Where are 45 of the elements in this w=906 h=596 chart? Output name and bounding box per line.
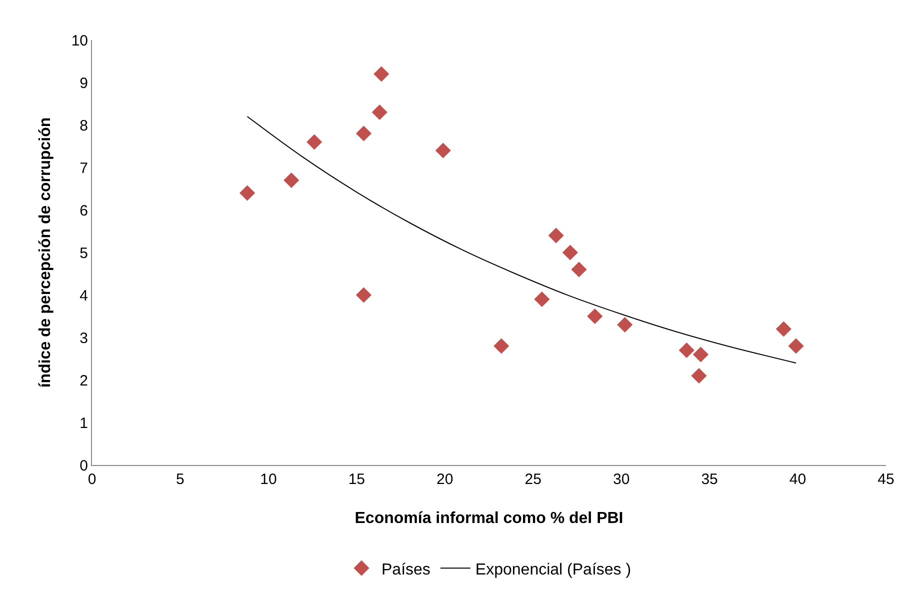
point <box>548 228 564 244</box>
x-tick-label: 30 <box>612 471 630 488</box>
legend-label: Exponencial (Países ) <box>475 561 632 578</box>
point <box>571 262 587 278</box>
x-tick-label: 40 <box>789 471 806 488</box>
y-tick-label: 10 <box>71 32 88 50</box>
point <box>374 66 390 82</box>
x-tick-label: 10 <box>260 471 277 488</box>
y-tick-label: 5 <box>80 244 88 262</box>
point <box>239 185 256 201</box>
y-axis-title: índice de percepción de corrupción <box>37 117 54 388</box>
point <box>356 126 372 142</box>
y-tick-label: 6 <box>80 202 88 220</box>
y-tick-label: 0 <box>80 457 88 474</box>
point <box>435 142 451 158</box>
point <box>562 244 578 260</box>
point <box>691 368 707 384</box>
point <box>788 338 804 354</box>
x-tick-label: 25 <box>524 471 542 488</box>
point <box>534 291 550 308</box>
x-tick-label: 20 <box>436 471 454 488</box>
point <box>306 134 322 150</box>
y-tick-label: 8 <box>80 117 88 134</box>
point <box>587 308 603 324</box>
point <box>494 338 510 354</box>
point <box>356 287 372 303</box>
x-axis-title: Economía informal como % del PBI <box>354 510 624 527</box>
y-tick-label: 2 <box>80 372 88 390</box>
x-tick-label: 35 <box>701 471 718 488</box>
point <box>372 104 388 120</box>
point <box>692 346 709 362</box>
x-tick-label: 5 <box>176 471 184 488</box>
legend-label: Países <box>382 561 430 578</box>
x-tick-label: 45 <box>878 471 894 488</box>
y-tick-label: 4 <box>80 287 88 304</box>
point <box>678 342 694 358</box>
point <box>617 316 633 333</box>
line-series <box>246 116 797 364</box>
y-tick-label: 1 <box>80 414 88 432</box>
x-tick-label: 15 <box>348 471 366 488</box>
y-tick-label: 7 <box>80 160 88 177</box>
y-tick-label: 3 <box>80 330 88 347</box>
point <box>284 172 300 188</box>
point <box>776 321 792 337</box>
y-tick-label: 9 <box>80 74 88 92</box>
